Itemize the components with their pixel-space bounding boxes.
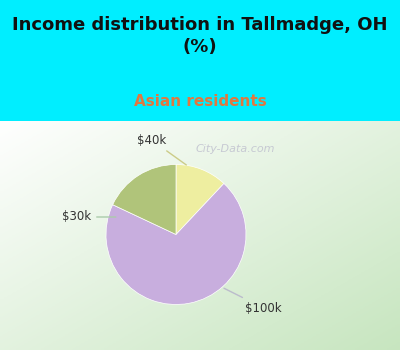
- Wedge shape: [113, 164, 176, 235]
- Text: Asian residents: Asian residents: [134, 94, 266, 110]
- Wedge shape: [106, 183, 246, 304]
- Text: $100k: $100k: [224, 288, 282, 315]
- Text: $40k: $40k: [137, 133, 186, 165]
- Text: Income distribution in Tallmadge, OH
(%): Income distribution in Tallmadge, OH (%): [12, 16, 388, 56]
- Text: $30k: $30k: [62, 210, 116, 224]
- Wedge shape: [176, 164, 224, 235]
- Text: City-Data.com: City-Data.com: [196, 144, 275, 154]
